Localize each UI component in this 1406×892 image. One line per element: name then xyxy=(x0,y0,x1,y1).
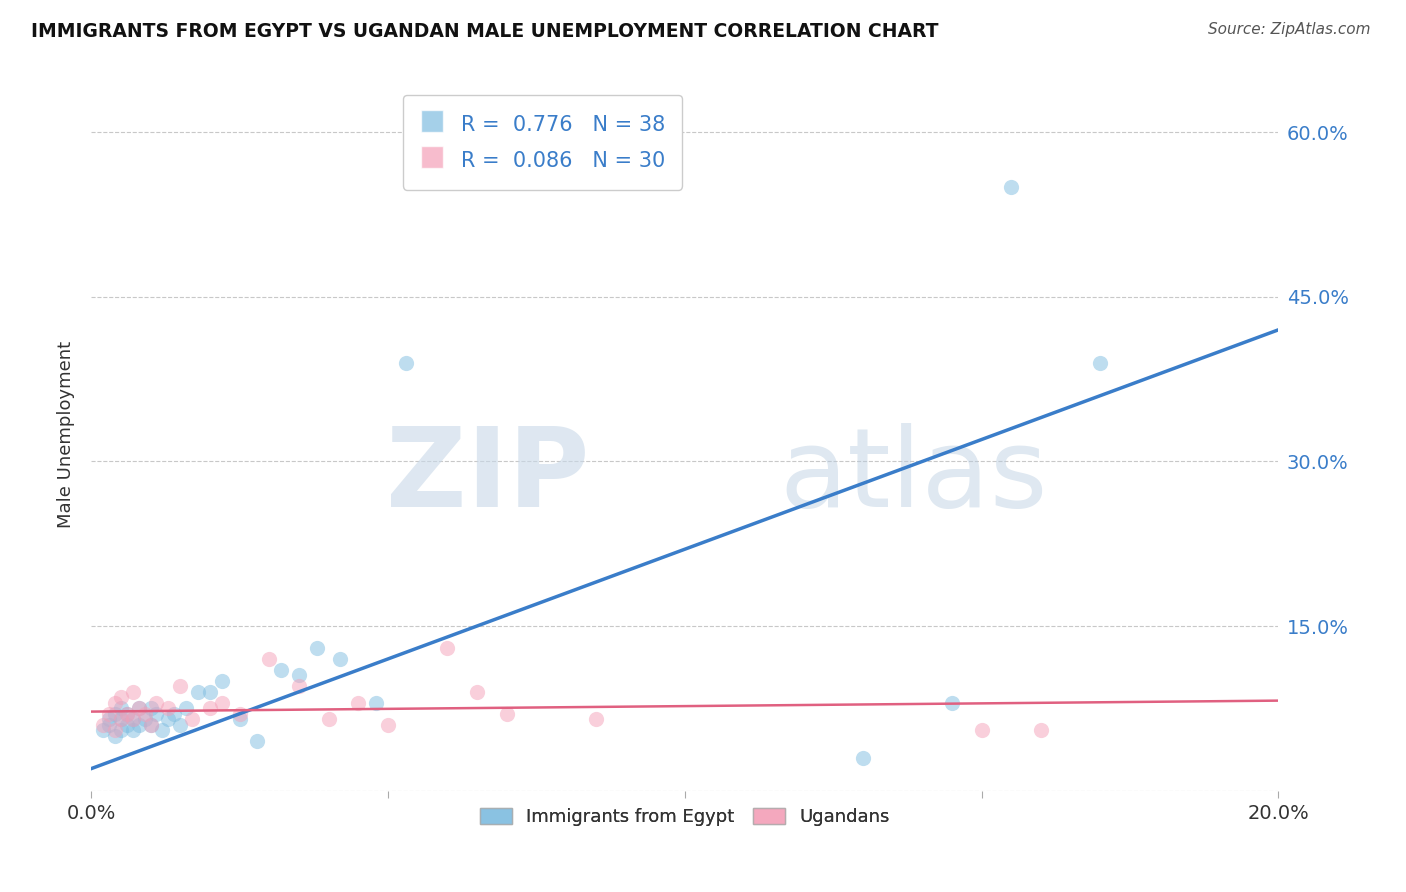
Point xyxy=(228,712,250,726)
Point xyxy=(115,718,138,732)
Point xyxy=(110,690,132,705)
Point xyxy=(1000,180,1022,194)
Point xyxy=(139,701,162,715)
Point xyxy=(110,701,132,715)
Point xyxy=(305,640,328,655)
Point xyxy=(157,712,180,726)
Point xyxy=(128,701,150,715)
Point xyxy=(246,734,269,748)
Point xyxy=(128,701,150,715)
Text: ZIP: ZIP xyxy=(387,424,591,531)
Point xyxy=(318,712,340,726)
Point xyxy=(134,712,156,726)
Point xyxy=(110,723,132,738)
Point xyxy=(970,723,993,738)
Point xyxy=(110,712,132,726)
Point xyxy=(134,706,156,721)
Legend: Immigrants from Egypt, Ugandans: Immigrants from Egypt, Ugandans xyxy=(471,798,898,835)
Point xyxy=(128,718,150,732)
Point xyxy=(211,673,233,688)
Point xyxy=(145,706,167,721)
Point xyxy=(347,696,370,710)
Point xyxy=(228,706,250,721)
Point xyxy=(139,718,162,732)
Point xyxy=(288,668,311,682)
Point xyxy=(169,679,191,693)
Point xyxy=(104,696,127,710)
Point xyxy=(174,701,197,715)
Point xyxy=(115,706,138,721)
Point xyxy=(465,685,488,699)
Point xyxy=(145,696,167,710)
Point xyxy=(121,723,143,738)
Point xyxy=(1029,723,1052,738)
Point xyxy=(395,356,418,370)
Point xyxy=(329,652,352,666)
Text: IMMIGRANTS FROM EGYPT VS UGANDAN MALE UNEMPLOYMENT CORRELATION CHART: IMMIGRANTS FROM EGYPT VS UGANDAN MALE UN… xyxy=(31,22,938,41)
Point xyxy=(157,701,180,715)
Point xyxy=(97,712,120,726)
Point xyxy=(211,696,233,710)
Point xyxy=(150,723,173,738)
Point xyxy=(163,706,186,721)
Point xyxy=(115,706,138,721)
Point xyxy=(110,712,132,726)
Point xyxy=(121,685,143,699)
Point xyxy=(198,701,221,715)
Text: atlas: atlas xyxy=(780,424,1049,531)
Point xyxy=(104,723,127,738)
Point xyxy=(91,718,114,732)
Point xyxy=(366,696,388,710)
Point xyxy=(91,723,114,738)
Point xyxy=(97,718,120,732)
Point xyxy=(104,729,127,743)
Point xyxy=(187,685,209,699)
Point xyxy=(121,712,143,726)
Point xyxy=(104,706,127,721)
Point xyxy=(270,663,292,677)
Point xyxy=(198,685,221,699)
Point xyxy=(377,718,399,732)
Y-axis label: Male Unemployment: Male Unemployment xyxy=(58,341,75,527)
Point xyxy=(97,706,120,721)
Point xyxy=(585,712,607,726)
Point xyxy=(259,652,281,666)
Point xyxy=(169,718,191,732)
Point xyxy=(181,712,204,726)
Point xyxy=(852,750,875,764)
Point xyxy=(436,640,458,655)
Point xyxy=(495,706,517,721)
Text: Source: ZipAtlas.com: Source: ZipAtlas.com xyxy=(1208,22,1371,37)
Point xyxy=(139,718,162,732)
Point xyxy=(288,679,311,693)
Point xyxy=(941,696,963,710)
Point xyxy=(121,712,143,726)
Point xyxy=(1090,356,1112,370)
